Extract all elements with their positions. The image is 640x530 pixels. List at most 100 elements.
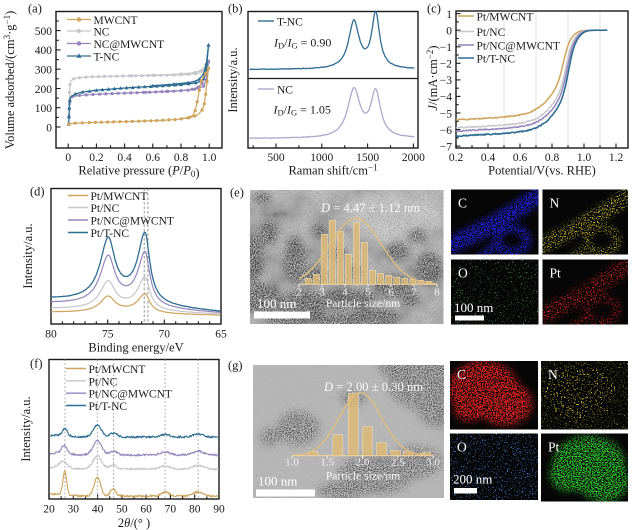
svg-text:C: C: [458, 196, 467, 211]
svg-text:Pt/T-NC: Pt/T-NC: [91, 228, 130, 240]
svg-text:D = 2.00 ± 0.30 nm: D = 2.00 ± 0.30 nm: [323, 380, 423, 394]
svg-text:2.0: 2.0: [356, 457, 370, 469]
svg-text:T-NC: T-NC: [277, 17, 303, 29]
svg-text:NC: NC: [94, 27, 110, 39]
svg-text:40: 40: [92, 504, 104, 516]
svg-text:100 nm: 100 nm: [454, 300, 493, 315]
svg-text:−1: −1: [440, 42, 452, 54]
svg-text:C: C: [457, 367, 466, 382]
svg-text:−6: −6: [440, 125, 452, 137]
svg-text:1500: 1500: [356, 152, 379, 164]
svg-text:1000: 1000: [310, 152, 333, 164]
svg-text:Volume adsorbed/(cm3·g−1): Volume adsorbed/(cm3·g−1): [2, 11, 17, 150]
svg-text:(a): (a): [28, 2, 42, 16]
svg-text:6: 6: [388, 287, 394, 299]
svg-text:3.0: 3.0: [426, 457, 440, 469]
svg-text:0.8: 0.8: [174, 152, 189, 164]
svg-text:30: 30: [68, 504, 80, 516]
svg-text:0.6: 0.6: [513, 152, 528, 164]
svg-text:1.0: 1.0: [202, 152, 217, 164]
svg-text:N: N: [548, 367, 558, 382]
svg-text:O: O: [458, 266, 468, 281]
svg-text:Pt/T-NC: Pt/T-NC: [477, 54, 516, 66]
svg-text:70: 70: [165, 504, 177, 516]
svg-text:N: N: [550, 196, 560, 211]
svg-text:8: 8: [434, 287, 440, 299]
svg-text:1.2: 1.2: [609, 152, 624, 164]
svg-text:0.6: 0.6: [146, 152, 161, 164]
svg-text:0.2: 0.2: [89, 152, 104, 164]
svg-text:−4: −4: [440, 92, 452, 104]
svg-text:65: 65: [215, 329, 227, 341]
svg-text:NC@MWCNT: NC@MWCNT: [94, 39, 165, 51]
svg-text:80: 80: [189, 504, 201, 516]
svg-text:1.5: 1.5: [320, 457, 334, 469]
svg-text:0.2: 0.2: [449, 152, 464, 164]
svg-text:20: 20: [43, 504, 55, 516]
svg-text:400: 400: [35, 45, 53, 57]
svg-text:0.4: 0.4: [117, 152, 132, 164]
svg-text:1.0: 1.0: [285, 457, 299, 469]
svg-text:1.0: 1.0: [577, 152, 592, 164]
svg-text:(g): (g): [228, 359, 243, 373]
svg-text:100 nm: 100 nm: [258, 474, 297, 489]
svg-text:0: 0: [46, 122, 52, 134]
svg-text:−5: −5: [440, 108, 452, 120]
svg-text:500: 500: [267, 152, 285, 164]
svg-text:Pt/MWCNT: Pt/MWCNT: [89, 364, 146, 376]
svg-text:60: 60: [140, 504, 152, 516]
svg-text:Pt/NC@MWCNT: Pt/NC@MWCNT: [477, 41, 560, 53]
svg-text:(c): (c): [427, 2, 441, 16]
svg-text:Particle size/nm: Particle size/nm: [326, 297, 400, 310]
svg-text:200 nm: 200 nm: [453, 472, 492, 487]
svg-text:Particle size/nm: Particle size/nm: [326, 470, 400, 483]
svg-text:−3: −3: [440, 75, 452, 87]
svg-text:NC: NC: [277, 85, 293, 97]
svg-text:ID/IG = 1.05: ID/IG = 1.05: [273, 103, 331, 118]
svg-text:300: 300: [35, 65, 53, 77]
svg-text:Pt: Pt: [548, 440, 560, 455]
svg-text:Pt/MWCNT: Pt/MWCNT: [477, 12, 534, 24]
svg-text:2.5: 2.5: [391, 457, 405, 469]
svg-text:Pt: Pt: [550, 266, 562, 281]
svg-text:(e): (e): [230, 186, 244, 200]
svg-text:75: 75: [102, 329, 114, 341]
svg-text:0.4: 0.4: [481, 152, 496, 164]
svg-text:2000: 2000: [402, 152, 425, 164]
svg-text:1: 1: [446, 9, 452, 21]
svg-text:Binding energy/eV: Binding energy/eV: [88, 341, 183, 355]
svg-text:Relative pressure (P/P0): Relative pressure (P/P0): [78, 164, 199, 181]
svg-text:Pt/MWCNT: Pt/MWCNT: [91, 191, 148, 203]
svg-text:Pt/NC: Pt/NC: [91, 203, 120, 215]
svg-text:80: 80: [45, 329, 57, 341]
svg-text:Intensity/a.u.: Intensity/a.u.: [21, 223, 35, 288]
svg-text:4: 4: [342, 287, 348, 299]
svg-text:O: O: [457, 440, 467, 455]
svg-text:ID/IG = 0.90: ID/IG = 0.90: [273, 36, 331, 51]
svg-text:0.8: 0.8: [545, 152, 560, 164]
svg-text:0: 0: [446, 26, 452, 38]
svg-text:D = 4.47 ± 1.12 nm: D = 4.47 ± 1.12 nm: [320, 201, 420, 215]
svg-text:Pt/NC: Pt/NC: [89, 376, 118, 388]
svg-text:5: 5: [365, 287, 371, 299]
svg-text:90: 90: [213, 504, 225, 516]
svg-text:Raman shift/cm−1: Raman shift/cm−1: [288, 163, 377, 178]
svg-text:Pt/NC@MWCNT: Pt/NC@MWCNT: [91, 216, 174, 228]
svg-text:Potential/V(vs. RHE): Potential/V(vs. RHE): [488, 164, 596, 178]
svg-text:Intensity/a.u.: Intensity/a.u.: [226, 47, 240, 112]
svg-text:−2: −2: [440, 59, 452, 71]
svg-text:(d): (d): [30, 185, 45, 199]
svg-text:100 nm: 100 nm: [257, 296, 296, 311]
svg-text:500: 500: [35, 26, 53, 38]
svg-text:T-NC: T-NC: [94, 52, 120, 64]
svg-text:70: 70: [159, 329, 171, 341]
svg-text:−7: −7: [440, 141, 452, 153]
svg-text:MWCNT: MWCNT: [94, 15, 138, 27]
svg-text:200: 200: [35, 84, 53, 96]
svg-text:2θ/(° ): 2θ/(° ): [118, 516, 150, 530]
svg-text:50: 50: [116, 504, 128, 516]
svg-text:(f): (f): [30, 357, 43, 371]
svg-text:2: 2: [296, 287, 302, 299]
svg-text:Intensity/a.u.: Intensity/a.u.: [19, 396, 33, 461]
svg-text:Pt/NC: Pt/NC: [477, 27, 506, 39]
